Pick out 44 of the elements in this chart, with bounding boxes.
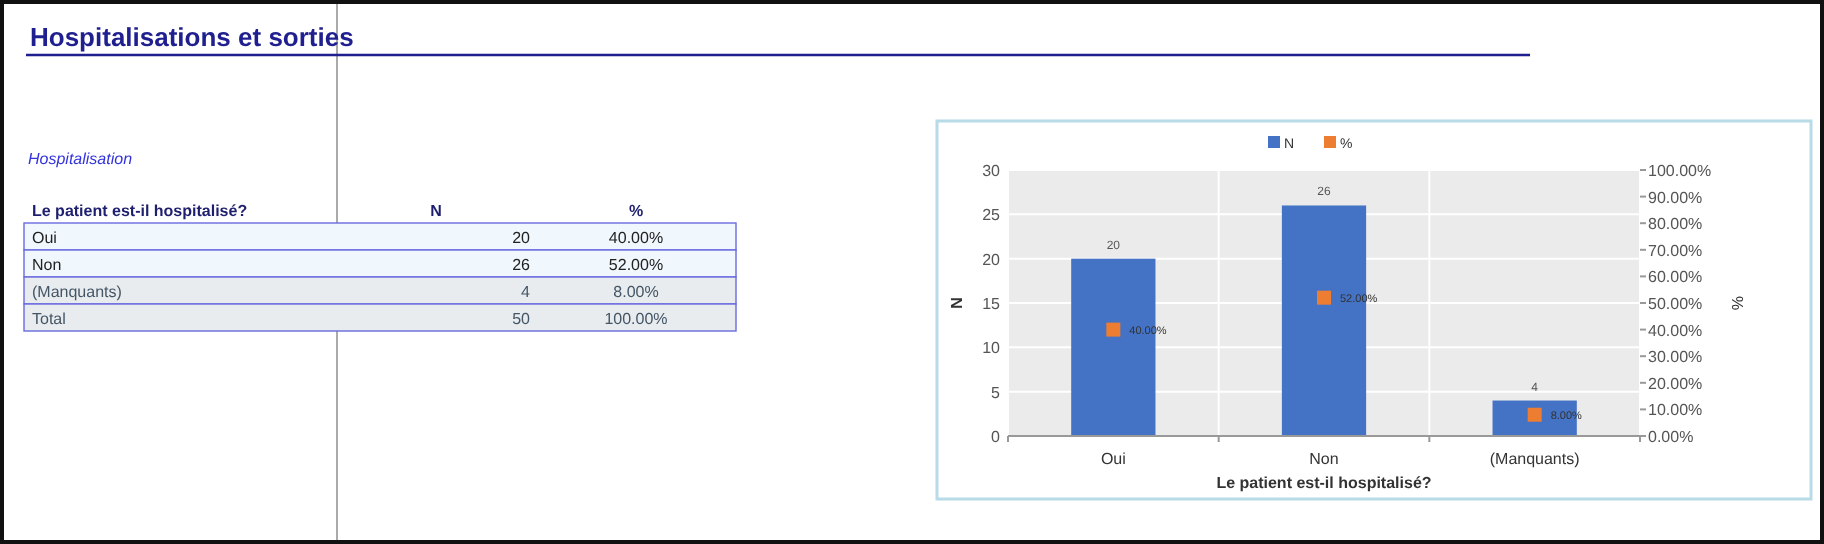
y-tick-label: 10	[982, 339, 1002, 358]
point	[1106, 322, 1121, 337]
text: 100.00%	[604, 310, 668, 328]
text: Hospitalisations et sorties	[30, 22, 354, 52]
y2-tick-label: 20.00%	[1648, 374, 1703, 393]
y2-tick-label: 10.00%	[1648, 401, 1703, 420]
y2-tick-label: 70.00%	[1648, 241, 1703, 260]
y2-tick-label: 100.00%	[1648, 162, 1712, 180]
y2-tick-label: 30.00%	[1648, 348, 1703, 367]
text: Le patient est-il hospitalisé?	[32, 202, 248, 220]
y2-tick-label: 40.00%	[1648, 321, 1703, 340]
text: Non	[32, 256, 62, 274]
y-axis-title: N	[948, 296, 966, 309]
x-tick-label: Non	[1309, 450, 1339, 468]
text: (Manquants)	[32, 283, 123, 301]
text: 40.00%	[608, 229, 664, 247]
text: 20	[512, 229, 532, 247]
x-tick-label: Oui	[1100, 450, 1127, 468]
y-tick-label: 0	[991, 428, 1002, 446]
text: 8.00%	[613, 283, 659, 301]
y2-axis-title: %	[1728, 295, 1746, 311]
y-tick-label: 15	[982, 295, 1002, 313]
y2-tick-label: 80.00%	[1648, 215, 1703, 234]
x-axis-title: Le patient est-il hospitalisé?	[1216, 474, 1432, 492]
text: Oui	[32, 229, 58, 247]
text: Total	[32, 310, 67, 328]
y2-tick-label: 60.00%	[1648, 268, 1703, 287]
y-tick-label: 25	[982, 206, 1002, 225]
point	[1317, 290, 1331, 305]
text: 4	[521, 283, 532, 301]
text: N	[430, 202, 443, 220]
y-tick-label: 20	[982, 250, 1002, 269]
text: 52.00%	[608, 256, 664, 274]
text: 50	[512, 310, 532, 328]
y2-tick-label: 0.00%	[1648, 428, 1694, 446]
y-tick-label: 5	[991, 383, 1002, 402]
point	[1527, 407, 1542, 422]
y2-tick-label: 50.00%	[1648, 295, 1703, 313]
y-tick-label: 30	[982, 162, 1002, 180]
x-tick-label: (Manquants)	[1489, 450, 1581, 468]
text: Hospitalisation	[28, 150, 134, 168]
text: %	[628, 202, 644, 220]
text: 26	[512, 256, 532, 274]
y2-tick-label: 90.00%	[1648, 188, 1703, 207]
